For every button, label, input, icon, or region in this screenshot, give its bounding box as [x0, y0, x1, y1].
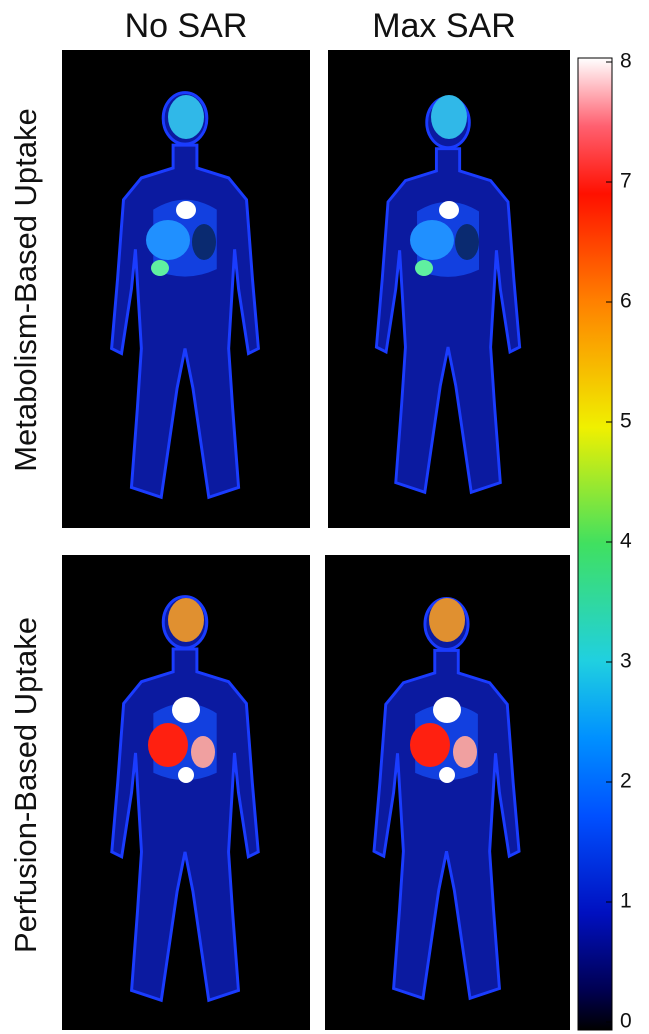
panel: [62, 50, 310, 528]
panel: [62, 555, 310, 1030]
panel: [325, 555, 570, 1030]
row-title: Perfusion-Based Uptake: [8, 617, 43, 953]
colorbar-tick-label: 4: [620, 530, 632, 553]
column-title: No SAR: [125, 7, 248, 45]
column-title: Max SAR: [372, 7, 516, 45]
colorbar-tick-label: 2: [620, 770, 632, 793]
panel: [328, 50, 570, 528]
colorbar-tick-label: 3: [620, 650, 632, 673]
colorbar-tick-label: 5: [620, 410, 632, 433]
colorbar-tick-label: 0: [620, 1010, 632, 1033]
row-title: Metabolism-Based Uptake: [8, 108, 43, 472]
colorbar: [577, 57, 613, 1031]
colorbar-tick-label: 6: [620, 290, 632, 313]
colorbar-tick-label: 8: [620, 50, 632, 73]
colorbar-tick-label: 7: [620, 170, 632, 193]
colorbar-tick-label: 1: [620, 890, 632, 913]
